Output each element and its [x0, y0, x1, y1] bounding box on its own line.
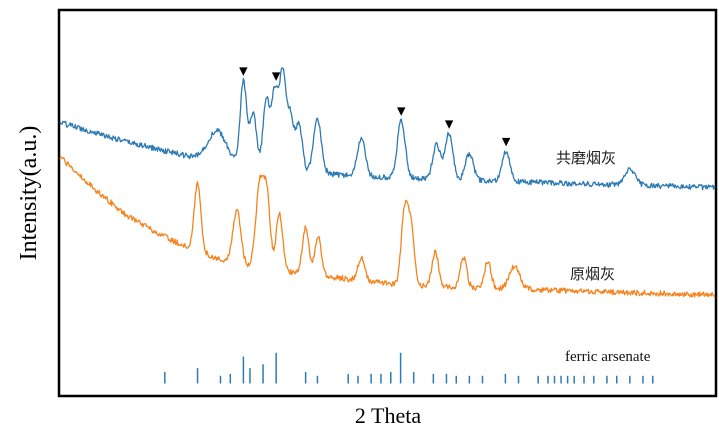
- peak-marker-0: ▼: [239, 65, 248, 78]
- series-line-lower: [59, 155, 716, 299]
- peak-markers: ▼ ▼ ▼ ▼ ▼: [239, 65, 511, 148]
- peak-marker-4: ▼: [502, 135, 511, 148]
- peak-marker-1: ▼: [272, 69, 281, 82]
- series-label-upper: 共磨烟灰: [556, 149, 616, 167]
- x-axis-label: 2 Theta: [355, 403, 421, 428]
- series-label-lower: 原烟灰: [570, 265, 615, 283]
- plot-frame: [57, 8, 718, 398]
- peak-marker-3: ▼: [445, 118, 454, 131]
- y-axis-label: Intensity(a.u.): [16, 126, 42, 261]
- reference-lines: [164, 352, 654, 384]
- peak-marker-2: ▼: [397, 104, 406, 117]
- series-line-upper: [59, 67, 716, 191]
- series-lines: [59, 67, 716, 299]
- reference-label: ferric arsenate: [565, 349, 651, 365]
